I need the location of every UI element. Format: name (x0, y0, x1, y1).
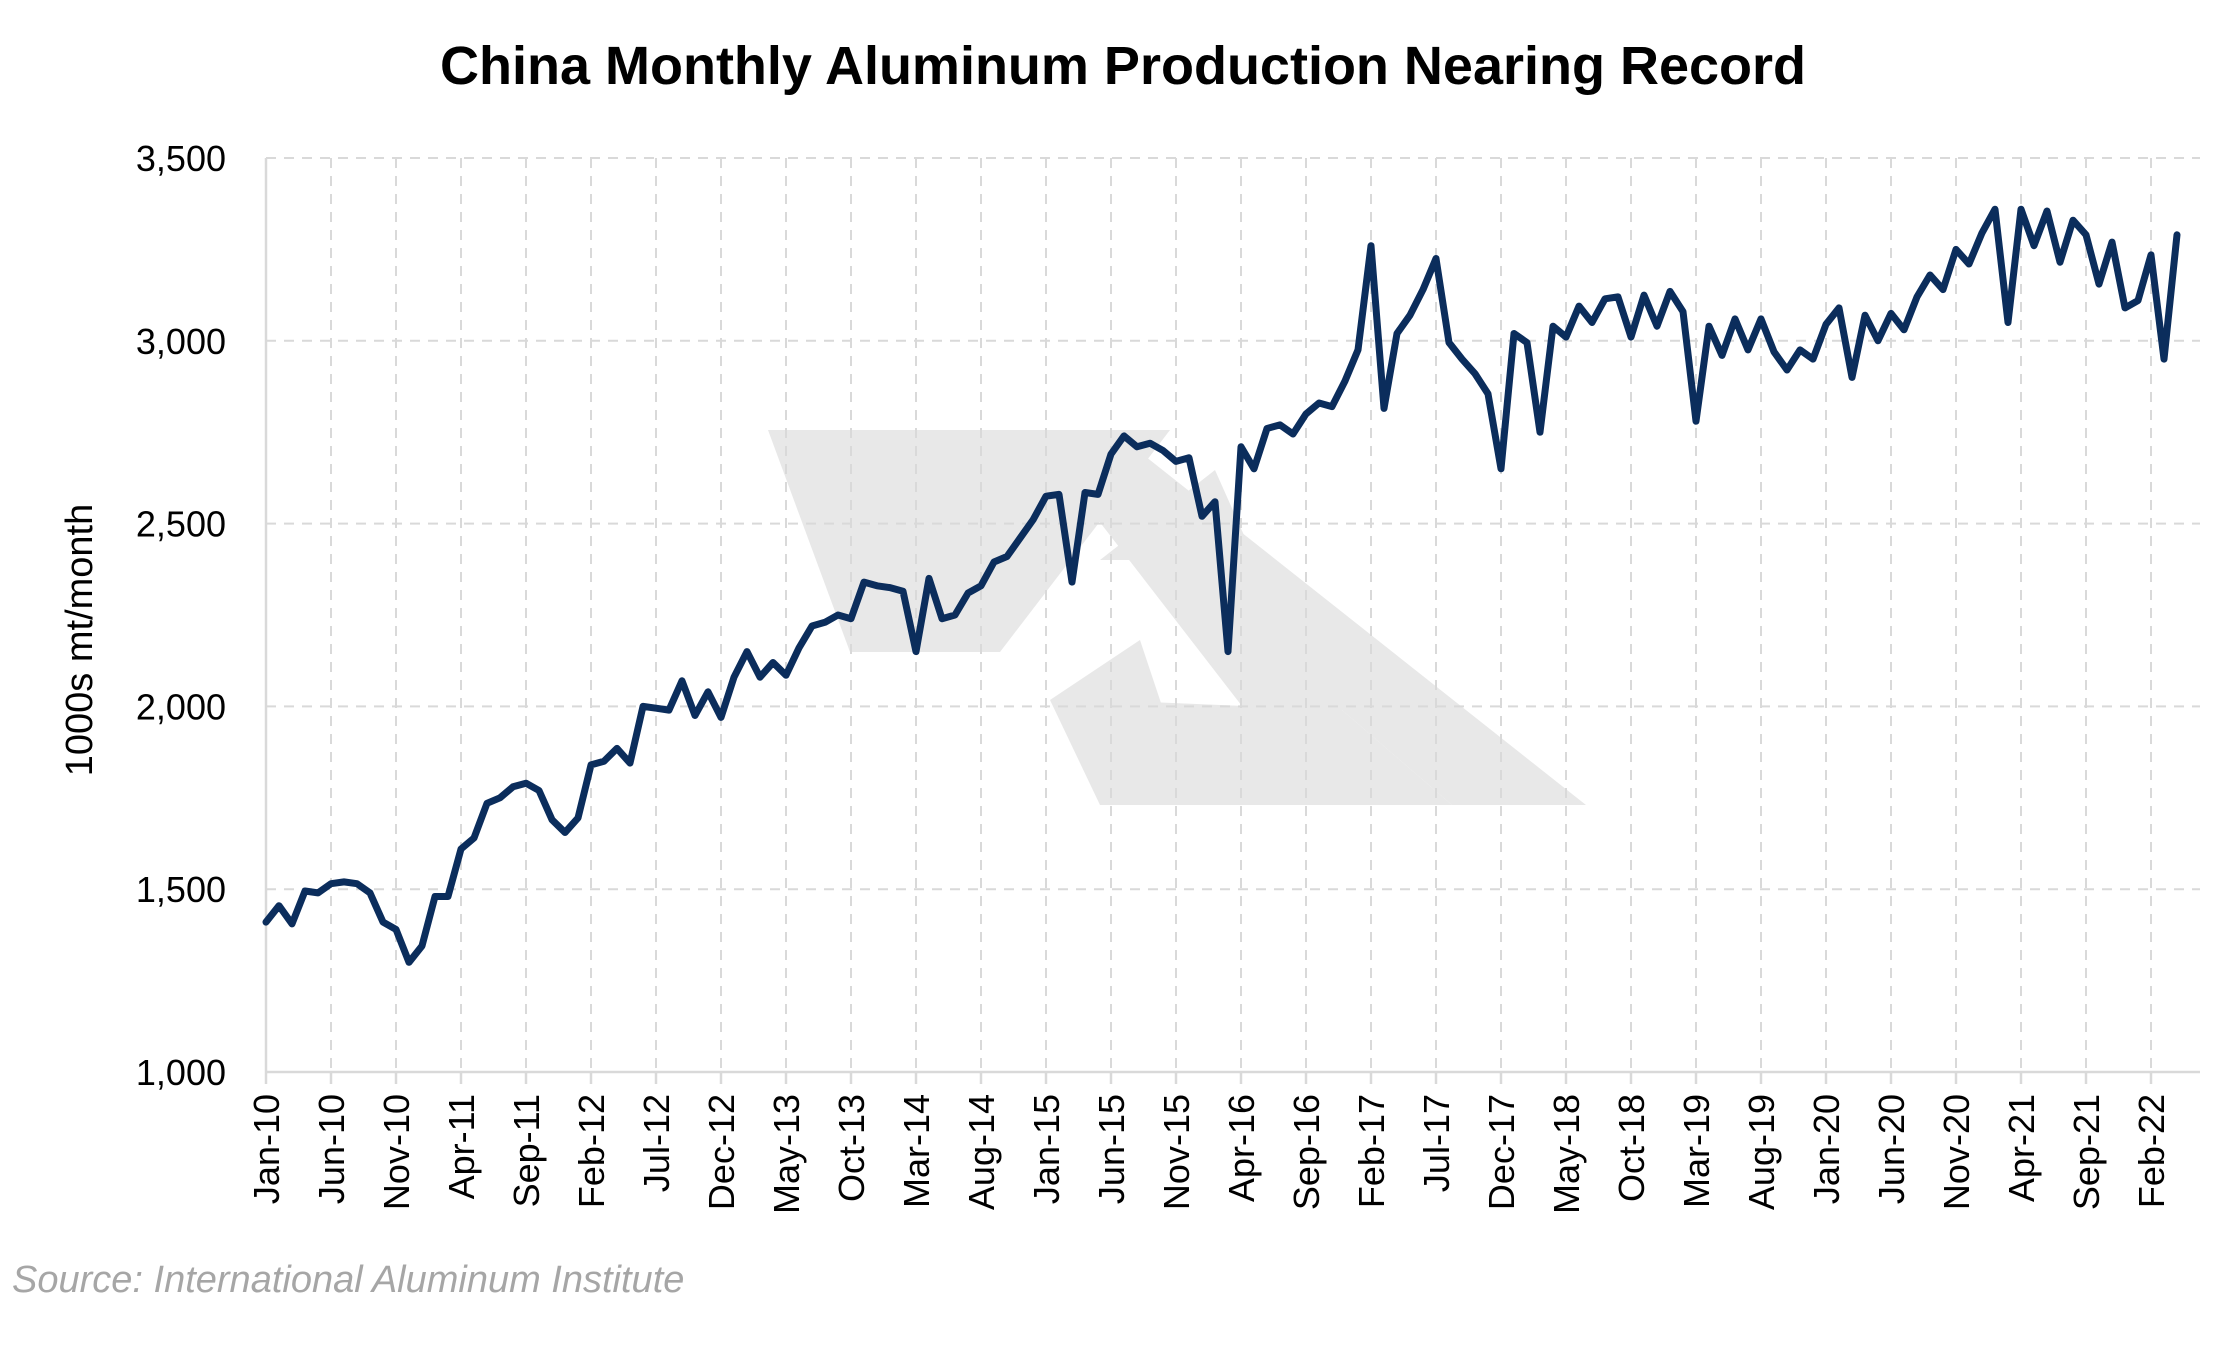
x-tick-label: Nov-15 (1156, 1094, 1197, 1210)
x-tick-label: Apr-21 (2001, 1094, 2042, 1202)
y-tick-label: 2,000 (136, 686, 226, 727)
x-tick-label: Feb-22 (2131, 1094, 2172, 1208)
x-tick-label: Oct-13 (831, 1094, 872, 1202)
chart-title: China Monthly Aluminum Production Nearin… (440, 36, 1806, 96)
x-tick-label: Jan-15 (1026, 1094, 1067, 1204)
x-tick-label: Sep-21 (2066, 1094, 2107, 1210)
x-tick-label: Mar-14 (896, 1094, 937, 1208)
x-tick-label: May-18 (1546, 1094, 1587, 1214)
x-tick-label: Jun-15 (1091, 1094, 1132, 1204)
x-tick-label: Jul-12 (636, 1094, 677, 1192)
x-tick-label: Nov-10 (376, 1094, 417, 1210)
y-tick-label: 1,000 (136, 1052, 226, 1093)
x-tick-label: Nov-20 (1936, 1094, 1977, 1210)
x-tick-label: Dec-12 (701, 1094, 742, 1210)
x-tick-label: Jun-20 (1871, 1094, 1912, 1204)
x-tick-label: Jul-17 (1416, 1094, 1457, 1192)
x-tick-label: Feb-17 (1351, 1094, 1392, 1208)
series-line-production (262, 205, 2181, 966)
x-tick-label: Mar-19 (1676, 1094, 1717, 1208)
x-tick-label: Oct-18 (1611, 1094, 1652, 1202)
y-tick-label: 2,500 (136, 504, 226, 545)
x-tick-label: Jun-10 (311, 1094, 352, 1204)
x-tick-label: Dec-17 (1481, 1094, 1522, 1210)
y-tick-label: 3,500 (136, 138, 226, 179)
x-tick-label: Apr-11 (441, 1094, 482, 1199)
y-axis-label: 1000s mt/month (59, 504, 101, 776)
x-tick-label: Sep-11 (506, 1094, 547, 1207)
x-tick-label: Aug-19 (1741, 1094, 1782, 1210)
x-tick-label: Sep-16 (1286, 1094, 1327, 1210)
x-tick-label: Jan-20 (1806, 1094, 1847, 1204)
x-tick-label: Aug-14 (961, 1094, 1002, 1210)
x-tick-label: Apr-16 (1221, 1094, 1262, 1202)
y-tick-label: 1,500 (136, 869, 226, 910)
x-tick-label: May-13 (766, 1094, 807, 1214)
source-note: Source: International Aluminum Institute (12, 1259, 684, 1301)
x-tick-label: Feb-12 (571, 1094, 612, 1208)
x-tick-label: Jan-10 (246, 1094, 287, 1204)
y-tick-label: 3,000 (136, 321, 226, 362)
